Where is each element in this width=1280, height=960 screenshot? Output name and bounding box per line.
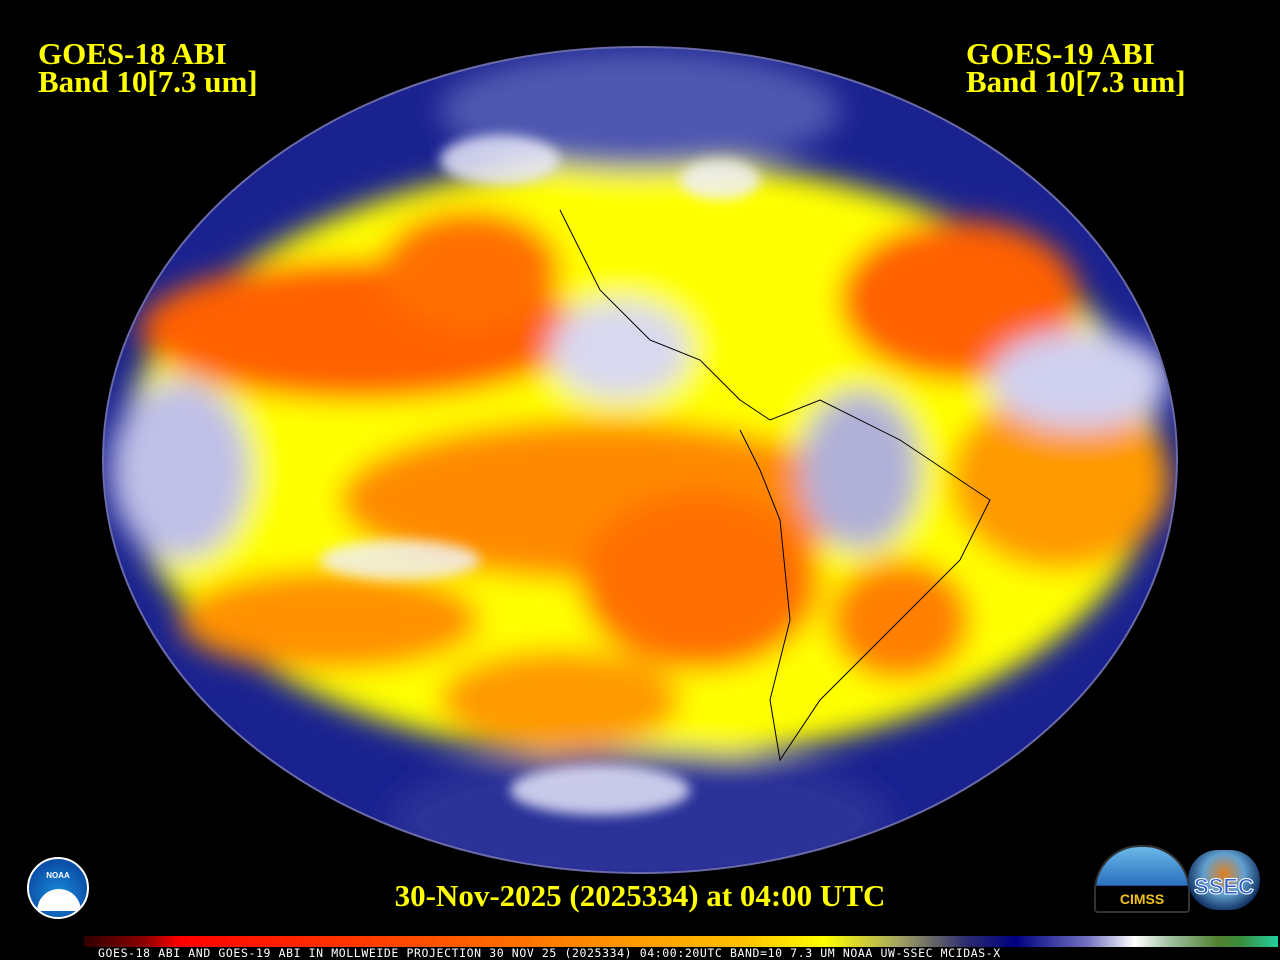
- right-satellite-title: GOES-19 ABI Band 10[7.3 um]: [966, 36, 1186, 99]
- right-band-label: Band 10[7.3 um]: [966, 64, 1186, 99]
- image-caption: GOES-18 ABI AND GOES-19 ABI IN MOLLWEIDE…: [98, 946, 1001, 960]
- left-band-label: Band 10[7.3 um]: [38, 64, 258, 99]
- right-satellite-name: GOES-19 ABI: [966, 36, 1155, 71]
- left-satellite-name: GOES-18 ABI: [38, 36, 227, 71]
- noaa-logo: NOAA: [27, 857, 89, 919]
- date-time-label: 30-Nov-2025 (2025334) at 04:00 UTC: [394, 878, 886, 913]
- ssec-logo: SSEC: [1188, 850, 1260, 910]
- left-satellite-title: GOES-18 ABI Band 10[7.3 um]: [38, 36, 258, 99]
- color-scale-bar: [84, 936, 1278, 947]
- noaa-bird-icon: [37, 889, 81, 911]
- ssec-logo-text: SSEC: [1194, 874, 1255, 900]
- noaa-logo-text: NOAA: [46, 871, 70, 880]
- cimss-logo-text: CIMSS: [1119, 891, 1165, 907]
